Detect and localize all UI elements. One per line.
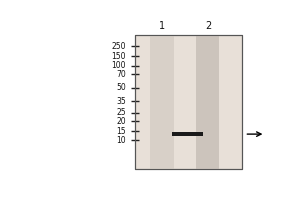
Text: 50: 50 — [116, 83, 126, 92]
Bar — [135, 35, 242, 169]
Text: 70: 70 — [116, 70, 126, 79]
Text: 20: 20 — [116, 117, 126, 126]
Text: 15: 15 — [116, 127, 126, 136]
Text: 100: 100 — [111, 61, 126, 70]
Text: 25: 25 — [116, 108, 126, 117]
Bar — [172, 132, 203, 136]
Text: 2: 2 — [205, 21, 212, 31]
Text: 10: 10 — [116, 136, 126, 145]
Text: 150: 150 — [111, 52, 126, 61]
Text: 250: 250 — [111, 42, 126, 51]
Bar — [135, 35, 242, 169]
Text: 1: 1 — [159, 21, 165, 31]
Bar — [150, 35, 173, 169]
Bar — [196, 35, 219, 169]
Text: 35: 35 — [116, 97, 126, 106]
